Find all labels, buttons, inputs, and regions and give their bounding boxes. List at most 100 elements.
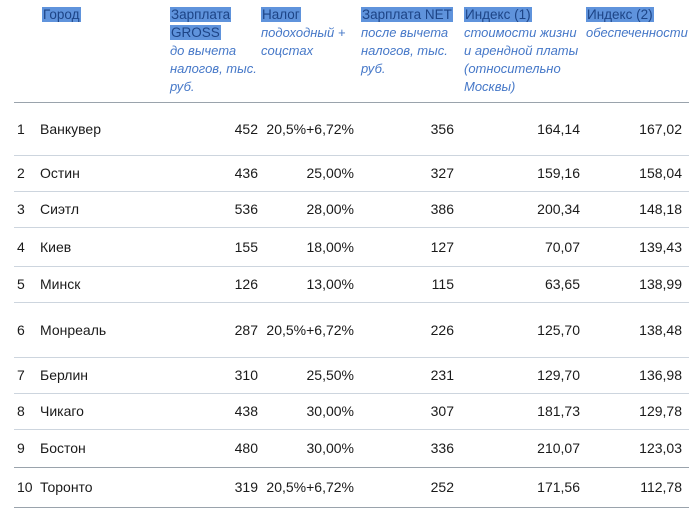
- column-header-index2: Индекс (2) обеспеченности: [582, 0, 689, 102]
- cell-gross-salary: 310: [234, 367, 258, 383]
- cell-gross-salary: 438: [234, 403, 258, 419]
- cell-row-number: 9: [17, 440, 25, 456]
- cell-index2: 138,99: [639, 276, 682, 292]
- cell-gross-salary: 126: [234, 276, 258, 292]
- column-subtitle: подоходный + соцстах: [261, 25, 346, 58]
- cell-net-salary: 252: [430, 479, 454, 495]
- cell-net-salary: 127: [430, 238, 454, 255]
- cell-index2: 138,48: [639, 321, 682, 338]
- cell-gross-salary: 480: [234, 440, 258, 456]
- column-header-net: Зарплата NET после вычета налогов, тыс. р…: [356, 0, 456, 102]
- cell-city: Торонто: [40, 479, 93, 495]
- cell-city: Минск: [40, 276, 81, 292]
- cell-tax: 20,5%+6,72%: [266, 120, 354, 137]
- cell-tax: 25,00%: [306, 165, 354, 181]
- selected-text-highlight: Зарплата GROSS: [170, 7, 232, 40]
- cell-city: Киев: [40, 238, 72, 255]
- cell-tax: 20,5%+6,72%: [266, 321, 354, 338]
- cell-index1: 159,16: [537, 165, 580, 181]
- city-salary-table: Город Зарплата GROSS до вычета налогов, ты…: [14, 0, 689, 508]
- selected-text-highlight: Индекс (1): [464, 7, 532, 22]
- cell-net-salary: 226: [430, 321, 454, 338]
- table-body: 1 Ванкувер 452 20,5%+6,72% 356 164,14 167,02 2 О…: [14, 102, 689, 507]
- cell-tax: 18,00%: [306, 238, 354, 255]
- cell-gross-salary: 319: [234, 479, 258, 495]
- cell-index1: 129,70: [537, 367, 580, 383]
- column-label: Налог: [261, 6, 356, 24]
- cell-row-number: 10: [17, 479, 33, 495]
- cell-index2: 139,43: [639, 238, 682, 255]
- column-subtitle: после вычета налогов, тыс. руб.: [361, 25, 449, 76]
- cell-index2: 148,18: [639, 201, 682, 217]
- cell-index2: 167,02: [639, 120, 682, 137]
- cell-index2: 136,98: [639, 367, 682, 383]
- cell-city: Ванкувер: [40, 120, 101, 137]
- cell-index1: 125,70: [537, 321, 580, 338]
- table-row: 9 Бостон 480 30,00% 336 210,07 123,03: [14, 429, 689, 467]
- selected-text-highlight: Город: [42, 7, 81, 22]
- column-label: Зарплата GROSS: [170, 6, 260, 42]
- cell-tax: 20,5%+6,72%: [266, 479, 354, 495]
- cell-row-number: 8: [17, 403, 25, 419]
- table-row: 3 Сиэтл 536 28,00% 386 200,34 148,18: [14, 191, 689, 227]
- cell-index1: 164,14: [537, 120, 580, 137]
- table-row: 5 Минск 126 13,00% 115 63,65 138,99: [14, 266, 689, 302]
- column-label: Индекс (1): [464, 6, 582, 24]
- cell-row-number: 7: [17, 367, 25, 383]
- cell-net-salary: 231: [430, 367, 454, 383]
- cell-gross-salary: 155: [234, 238, 258, 255]
- cell-index1: 200,34: [537, 201, 580, 217]
- table-row: 6 Монреаль 287 20,5%+6,72% 226 125,70 138,48: [14, 302, 689, 357]
- cell-row-number: 3: [17, 201, 25, 217]
- column-header-city: Город: [40, 0, 158, 102]
- column-header-num: [14, 0, 40, 102]
- table-row: 7 Берлин 310 25,50% 231 129,70 136,98: [14, 357, 689, 393]
- cell-index2: 129,78: [639, 403, 682, 419]
- cell-tax: 30,00%: [306, 403, 354, 419]
- cell-index1: 171,56: [537, 479, 580, 495]
- column-label: Город: [42, 6, 158, 24]
- cell-net-salary: 115: [431, 276, 454, 292]
- selected-text-highlight: Налог: [261, 7, 301, 22]
- cell-net-salary: 356: [430, 120, 454, 137]
- cell-gross-salary: 287: [234, 321, 258, 338]
- cell-tax: 25,50%: [306, 367, 354, 383]
- column-header-index1: Индекс (1) стоимости жизни и арендной пла…: [456, 0, 582, 102]
- cell-index2: 112,78: [640, 479, 682, 495]
- cell-row-number: 6: [17, 321, 25, 338]
- cell-gross-salary: 436: [234, 165, 258, 181]
- header-row: Город Зарплата GROSS до вычета налогов, ты…: [14, 0, 689, 102]
- cell-city: Чикаго: [40, 403, 84, 419]
- column-subtitle: обеспеченности: [586, 25, 688, 40]
- cell-index2: 158,04: [639, 165, 682, 181]
- table-row: 1 Ванкувер 452 20,5%+6,72% 356 164,14 167,02: [14, 102, 689, 155]
- cell-net-salary: 327: [430, 165, 454, 181]
- cell-index1: 63,65: [544, 276, 580, 292]
- cell-city: Бостон: [40, 440, 86, 456]
- cell-row-number: 4: [17, 238, 25, 255]
- table-row: 2 Остин 436 25,00% 327 159,16 158,04: [14, 155, 689, 191]
- cell-tax: 30,00%: [306, 440, 354, 456]
- table-row: 10 Торонто 319 20,5%+6,72% 252 171,56 112,78: [14, 467, 689, 507]
- cell-city: Остин: [40, 165, 80, 181]
- column-label: Зарплата NET: [361, 6, 456, 24]
- cell-net-salary: 386: [430, 201, 454, 217]
- column-header-gross: Зарплата GROSS до вычета налогов, тыс. ру…: [158, 0, 260, 102]
- table-row: 4 Киев 155 18,00% 127 70,07 139,43: [14, 227, 689, 266]
- cell-index2: 123,03: [639, 440, 682, 456]
- cell-index1: 210,07: [537, 440, 580, 456]
- cell-city: Берлин: [40, 367, 89, 383]
- selected-text-highlight: Зарплата NET: [361, 7, 453, 22]
- cell-city: Монреаль: [40, 321, 107, 338]
- column-subtitle: до вычета налогов, тыс. руб.: [170, 43, 257, 94]
- cell-net-salary: 336: [430, 440, 454, 456]
- table-header: Город Зарплата GROSS до вычета налогов, ты…: [14, 0, 689, 102]
- cell-city: Сиэтл: [40, 201, 80, 217]
- cell-index1: 70,07: [544, 238, 580, 255]
- cell-gross-salary: 536: [234, 201, 258, 217]
- cell-row-number: 5: [17, 276, 25, 292]
- column-header-tax: Налог подоходный + соцстах: [260, 0, 356, 102]
- cell-index1: 181,73: [537, 403, 580, 419]
- table-row: 8 Чикаго 438 30,00% 307 181,73 129,78: [14, 393, 689, 429]
- cell-tax: 28,00%: [306, 201, 354, 217]
